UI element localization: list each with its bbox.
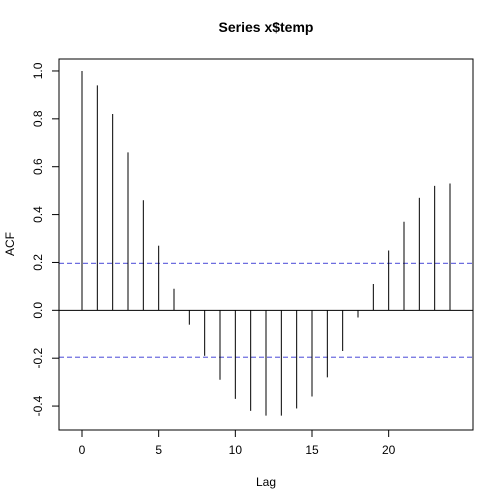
y-tick-label: 0.2 [31, 254, 45, 271]
y-tick-label: 0.6 [31, 158, 45, 175]
chart-title: Series x$temp [219, 19, 314, 35]
y-tick-label: 0.0 [31, 302, 45, 319]
x-tick-label: 5 [155, 443, 162, 457]
x-axis: 0 5 10 15 20 [79, 429, 396, 457]
x-tick-label: 15 [305, 443, 319, 457]
x-tick-label: 20 [382, 443, 396, 457]
y-tick-label: -0.2 [31, 348, 45, 369]
y-tick-label: -0.4 [31, 395, 45, 416]
x-tick-label: 10 [229, 443, 243, 457]
x-tick-label: 0 [79, 443, 86, 457]
y-tick-label: 0.8 [31, 110, 45, 127]
y-axis-label: ACF [3, 232, 17, 256]
y-tick-label: 0.4 [31, 206, 45, 223]
acf-bars [81, 70, 451, 416]
y-axis: -0.4 -0.2 0.0 0.2 0.4 0.6 0.8 1.0 [31, 62, 60, 416]
x-axis-label: Lag [256, 475, 276, 489]
y-tick-label: 1.0 [31, 62, 45, 79]
